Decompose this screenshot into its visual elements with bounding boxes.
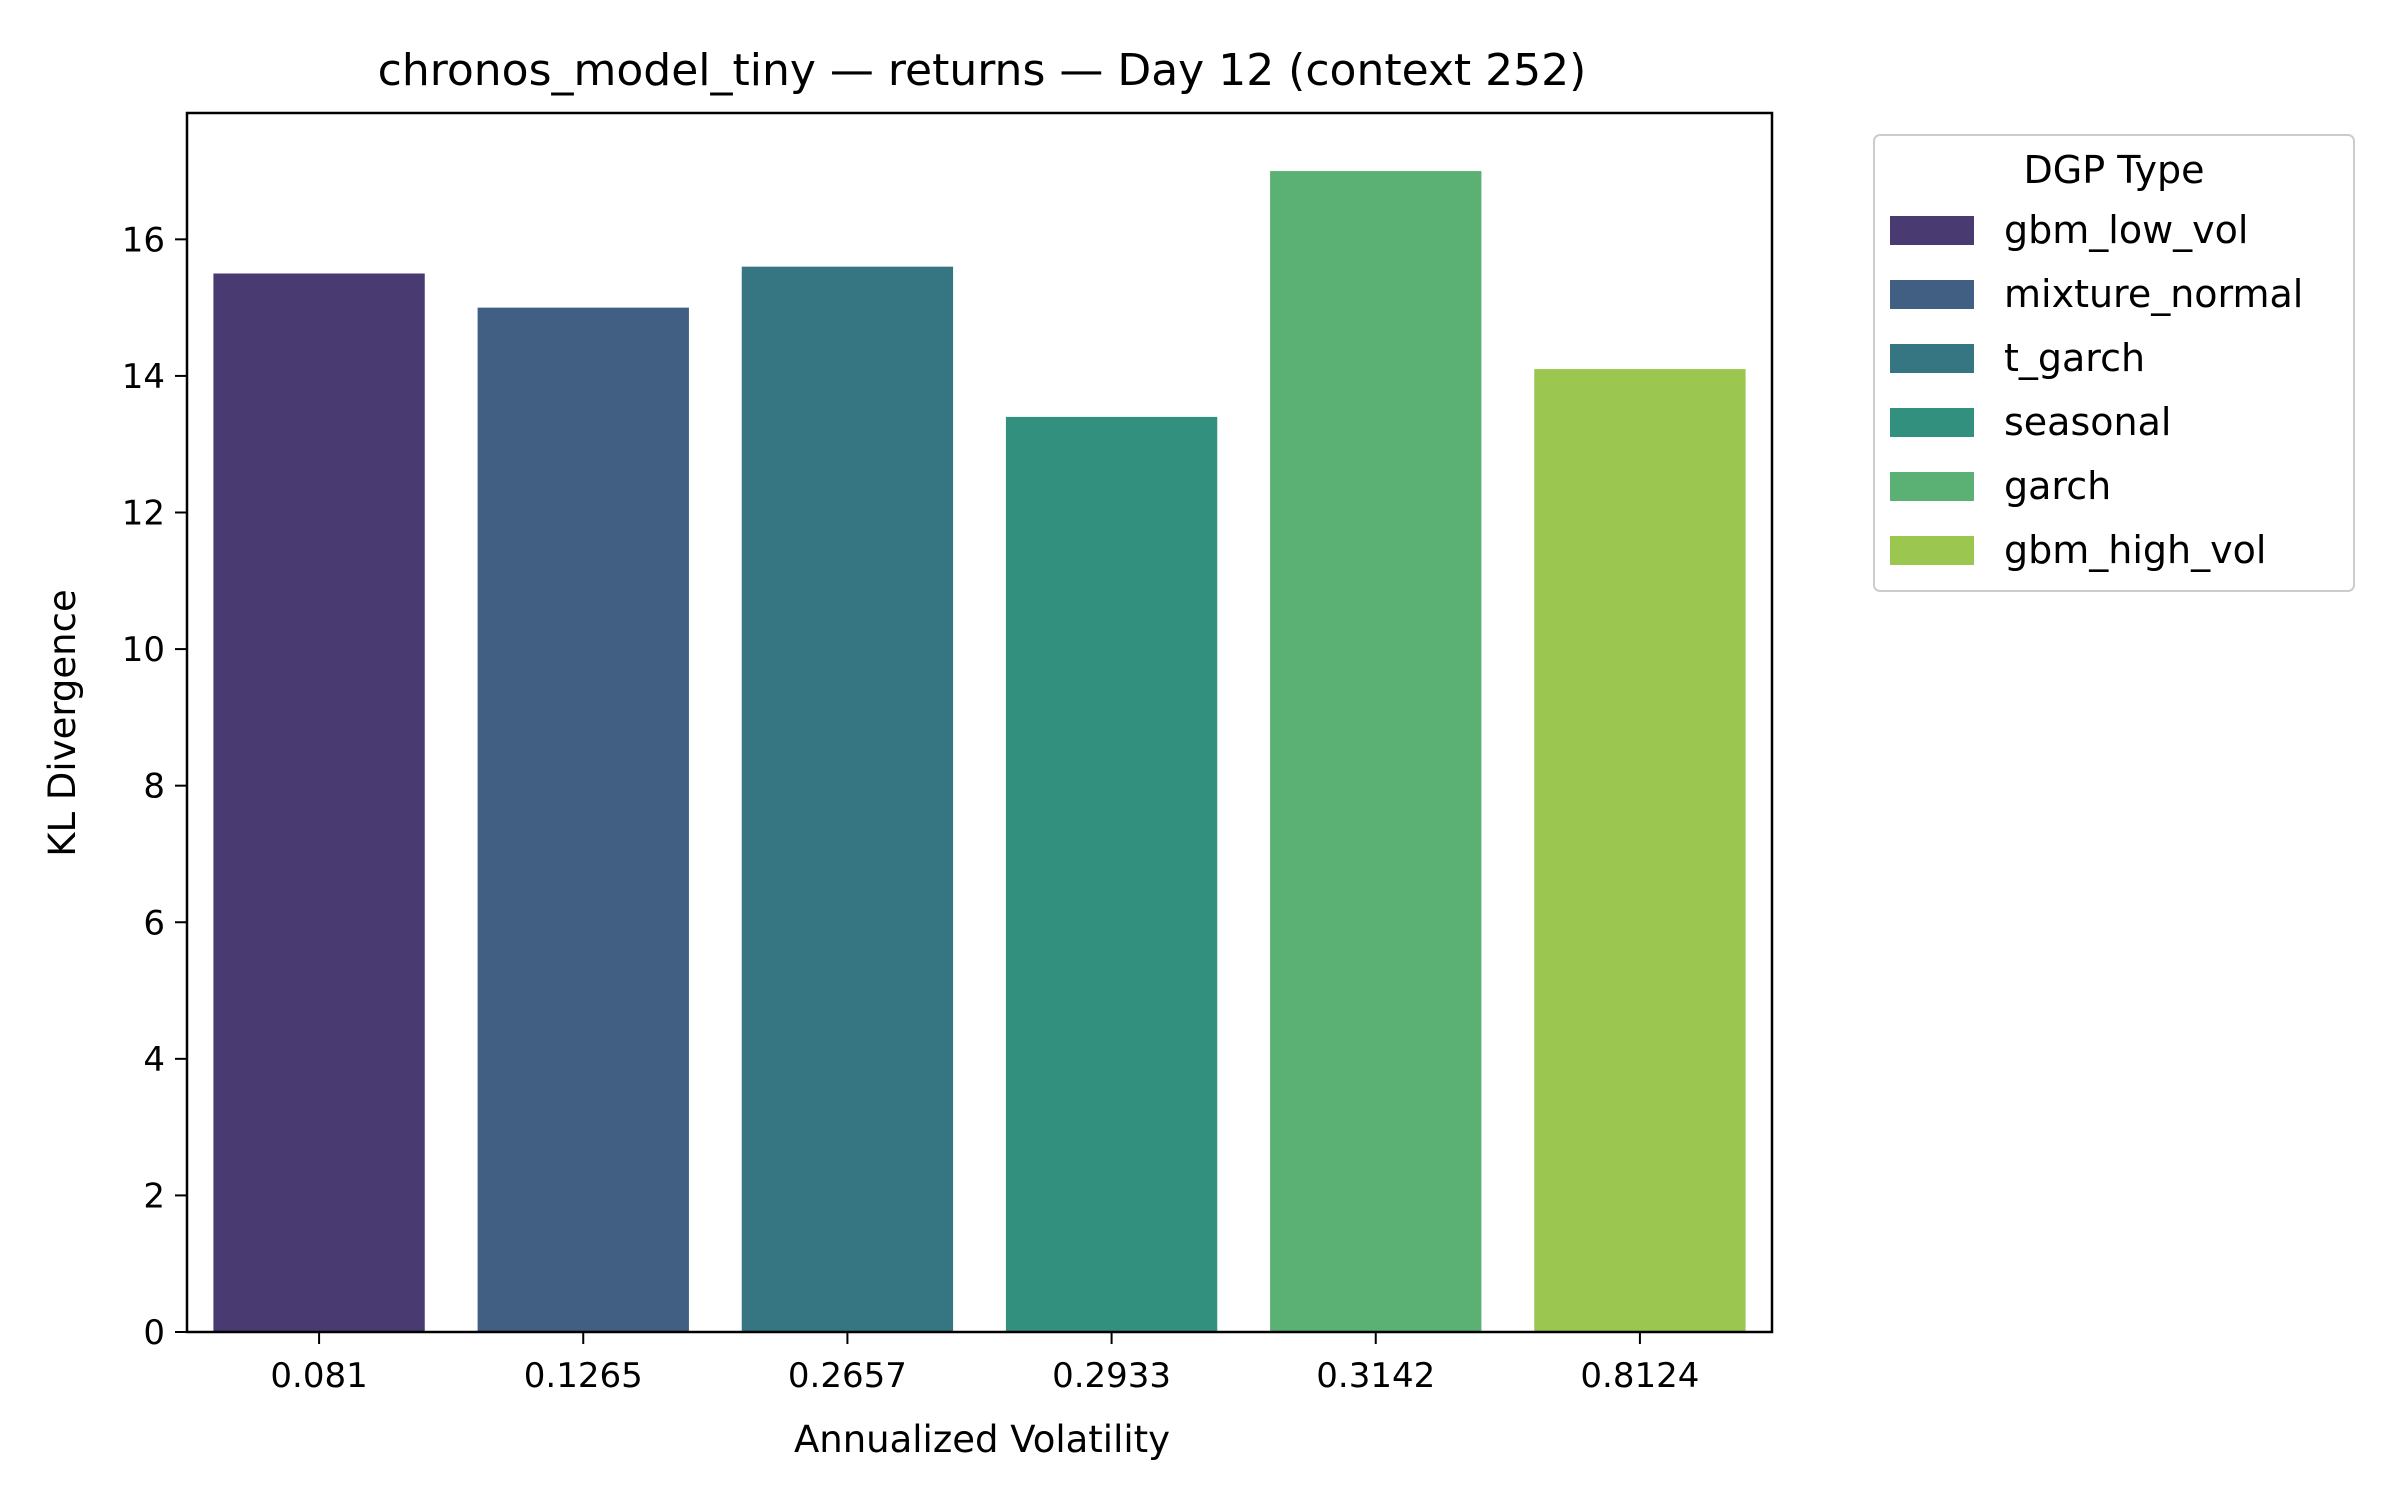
y-tick-label: 2 bbox=[143, 1176, 165, 1216]
y-tick-label: 0 bbox=[143, 1313, 165, 1353]
x-tick-label: 0.081 bbox=[270, 1356, 367, 1396]
bar-t_garch bbox=[741, 266, 954, 1332]
bar-gbm_low_vol bbox=[213, 273, 425, 1332]
legend-swatch-mixture_normal bbox=[1890, 280, 1974, 309]
legend-label-gbm_high_vol: gbm_high_vol bbox=[2004, 528, 2266, 572]
y-tick-label: 4 bbox=[143, 1040, 165, 1080]
x-axis-label: Annualized Volatility bbox=[794, 1418, 1170, 1461]
legend-title: DGP Type bbox=[2024, 148, 2205, 192]
legend-swatch-t_garch bbox=[1890, 344, 1974, 373]
bar-mixture_normal bbox=[477, 307, 689, 1332]
x-tick-label: 0.1265 bbox=[524, 1356, 643, 1396]
y-axis-label: KL Divergence bbox=[41, 589, 84, 856]
legend-label-garch: garch bbox=[2004, 464, 2111, 508]
x-tick-label: 0.2933 bbox=[1052, 1356, 1171, 1396]
plot-frame bbox=[185, 111, 1774, 1334]
legend-swatch-garch bbox=[1890, 472, 1974, 501]
legend-entries: gbm_low_vol mixture_normal t_garch seasonal… bbox=[1890, 208, 2303, 572]
bar-garch bbox=[1270, 171, 1482, 1333]
legend-frame bbox=[1873, 134, 2355, 592]
y-tick-label: 16 bbox=[122, 220, 165, 260]
y-tick-label: 8 bbox=[143, 767, 165, 807]
x-tick-label: 0.3142 bbox=[1316, 1356, 1435, 1396]
y-tick-label: 12 bbox=[122, 494, 165, 534]
bar-seasonal bbox=[1005, 416, 1218, 1332]
plot-area: 0 2 4 6 8 10 12 14 16 0.081 0.1265 0.2657 0.2933 0.31… bbox=[122, 111, 1774, 1396]
y-tick-label: 10 bbox=[122, 630, 165, 670]
legend-swatch-gbm_low_vol bbox=[1890, 216, 1974, 245]
legend: DGP Type gbm_low_vol mixture_normal t_garc… bbox=[1873, 134, 2355, 592]
legend-label-t_garch: t_garch bbox=[2004, 336, 2145, 380]
x-tick-label: 0.2657 bbox=[788, 1356, 907, 1396]
legend-label-seasonal: seasonal bbox=[2004, 400, 2171, 444]
legend-swatch-seasonal bbox=[1890, 408, 1974, 437]
legend-label-gbm_low_vol: gbm_low_vol bbox=[2004, 208, 2248, 252]
y-tick-label: 14 bbox=[122, 357, 165, 397]
bar-gbm_high_vol bbox=[1534, 369, 1746, 1333]
y-tick-label: 6 bbox=[143, 903, 165, 943]
x-tick-label: 0.8124 bbox=[1580, 1356, 1699, 1396]
chart-title: chronos_model_tiny — returns — Day 12 (c… bbox=[378, 45, 1587, 96]
legend-label-mixture_normal: mixture_normal bbox=[2004, 272, 2303, 316]
legend-swatch-gbm_high_vol bbox=[1890, 536, 1974, 565]
